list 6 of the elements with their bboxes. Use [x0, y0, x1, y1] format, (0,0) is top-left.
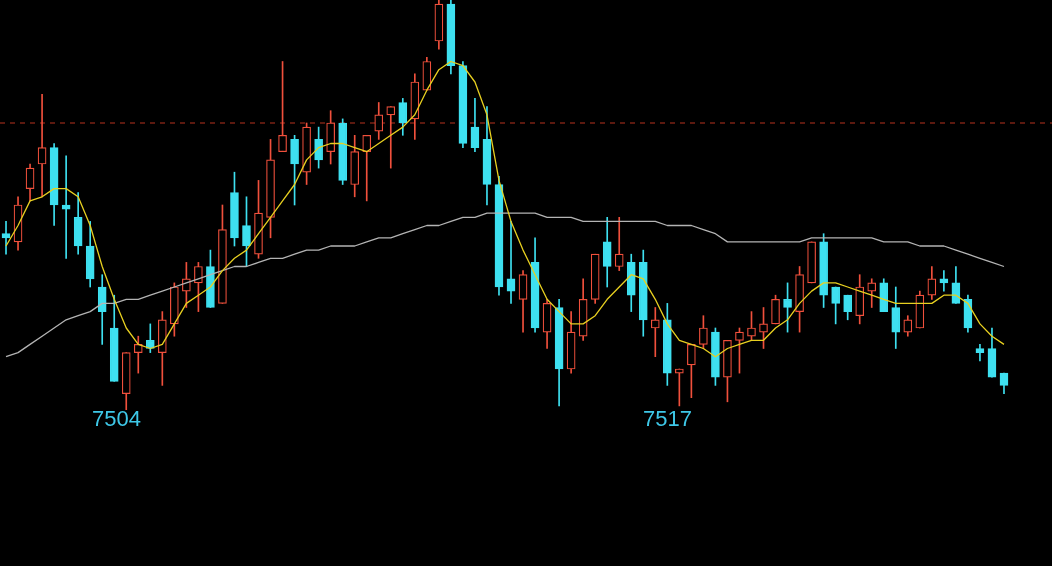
candlestick [37, 93, 47, 198]
annotation: 7517 [643, 406, 692, 432]
annotation: 7504 [92, 406, 141, 432]
candlestick [386, 106, 396, 169]
candlestick [506, 221, 516, 304]
candlestick [650, 307, 660, 358]
